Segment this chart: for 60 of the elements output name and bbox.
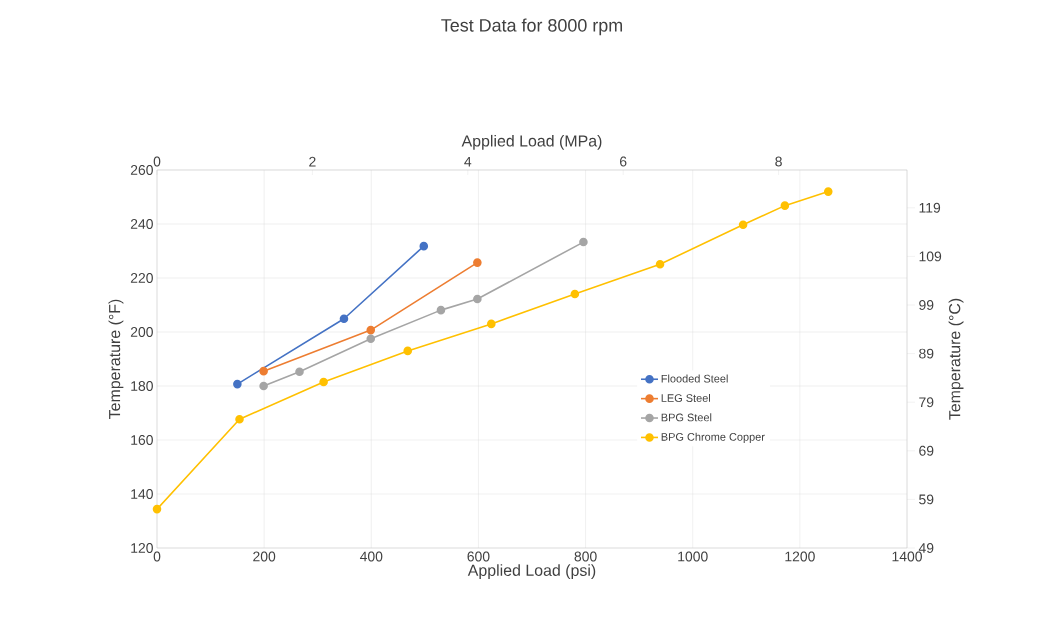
legend-label: BPG Chrome Copper bbox=[661, 432, 765, 443]
y-tick-label: 220 bbox=[130, 273, 153, 283]
point bbox=[259, 381, 268, 391]
y-tick-label: 160 bbox=[131, 435, 153, 445]
point bbox=[339, 314, 349, 324]
x-tick-label: 200 bbox=[253, 551, 276, 562]
legend-label: LEG Steel bbox=[661, 393, 710, 402]
x-tick-label: 400 bbox=[359, 551, 383, 562]
point bbox=[295, 367, 304, 376]
point bbox=[319, 377, 328, 387]
point bbox=[366, 325, 376, 335]
y2-tick-label: 109 bbox=[919, 251, 942, 262]
point bbox=[473, 294, 482, 304]
y2-tick-label: 69 bbox=[919, 445, 934, 456]
x2-tick-label: 0 bbox=[153, 156, 161, 167]
x2-tick-label: 6 bbox=[620, 156, 627, 167]
chart-title: Test Data for 8000 rpm bbox=[441, 18, 623, 36]
y-tick-label: 140 bbox=[131, 489, 153, 499]
point bbox=[823, 187, 833, 196]
point bbox=[366, 334, 376, 344]
point bbox=[233, 379, 242, 389]
point bbox=[780, 201, 790, 210]
x2-tick-label: 2 bbox=[309, 156, 316, 167]
point bbox=[738, 220, 748, 230]
y-tick-label: 120 bbox=[131, 543, 153, 553]
point bbox=[235, 414, 244, 424]
point bbox=[259, 366, 268, 376]
x-axis-title: Applied Load (psi) bbox=[467, 564, 596, 580]
y2-tick-label: 79 bbox=[919, 397, 934, 408]
y2-tick-label: 49 bbox=[918, 543, 934, 553]
point bbox=[436, 305, 446, 315]
y-axis-title: Temperature (°F) bbox=[108, 299, 124, 419]
y2-tick-label: 99 bbox=[919, 300, 934, 310]
point bbox=[403, 346, 413, 356]
x-tick-label: 1400 bbox=[892, 551, 922, 562]
legend-label: BPG Steel bbox=[661, 413, 712, 422]
y2-axis-title: Temperature (°C) bbox=[948, 298, 964, 420]
x2-tick-label: 8 bbox=[775, 156, 782, 167]
legend-label: Flooded Steel bbox=[661, 374, 728, 383]
y2-tick-label: 119 bbox=[919, 202, 941, 213]
y2-tick-label: 89 bbox=[919, 348, 934, 359]
x-tick-label: 1200 bbox=[785, 551, 815, 562]
point bbox=[152, 504, 162, 514]
y-tick-label: 240 bbox=[130, 219, 153, 229]
point bbox=[487, 319, 496, 329]
x2-tick-label: 4 bbox=[464, 156, 472, 167]
x-tick-label: 1000 bbox=[678, 551, 708, 562]
point bbox=[570, 289, 580, 299]
x2-axis-title: Applied Load (MPa) bbox=[461, 134, 602, 150]
y2-tick-label: 59 bbox=[919, 494, 934, 505]
x-tick-label: 800 bbox=[574, 551, 597, 562]
point bbox=[655, 259, 665, 269]
point bbox=[419, 241, 429, 251]
x-tick-label: 0 bbox=[153, 551, 161, 562]
y-tick-label: 180 bbox=[131, 381, 153, 391]
x-tick-label: 600 bbox=[467, 551, 490, 562]
point bbox=[579, 237, 588, 247]
y-tick-label: 260 bbox=[130, 165, 153, 175]
y-tick-label: 200 bbox=[130, 327, 153, 337]
point bbox=[473, 258, 482, 267]
